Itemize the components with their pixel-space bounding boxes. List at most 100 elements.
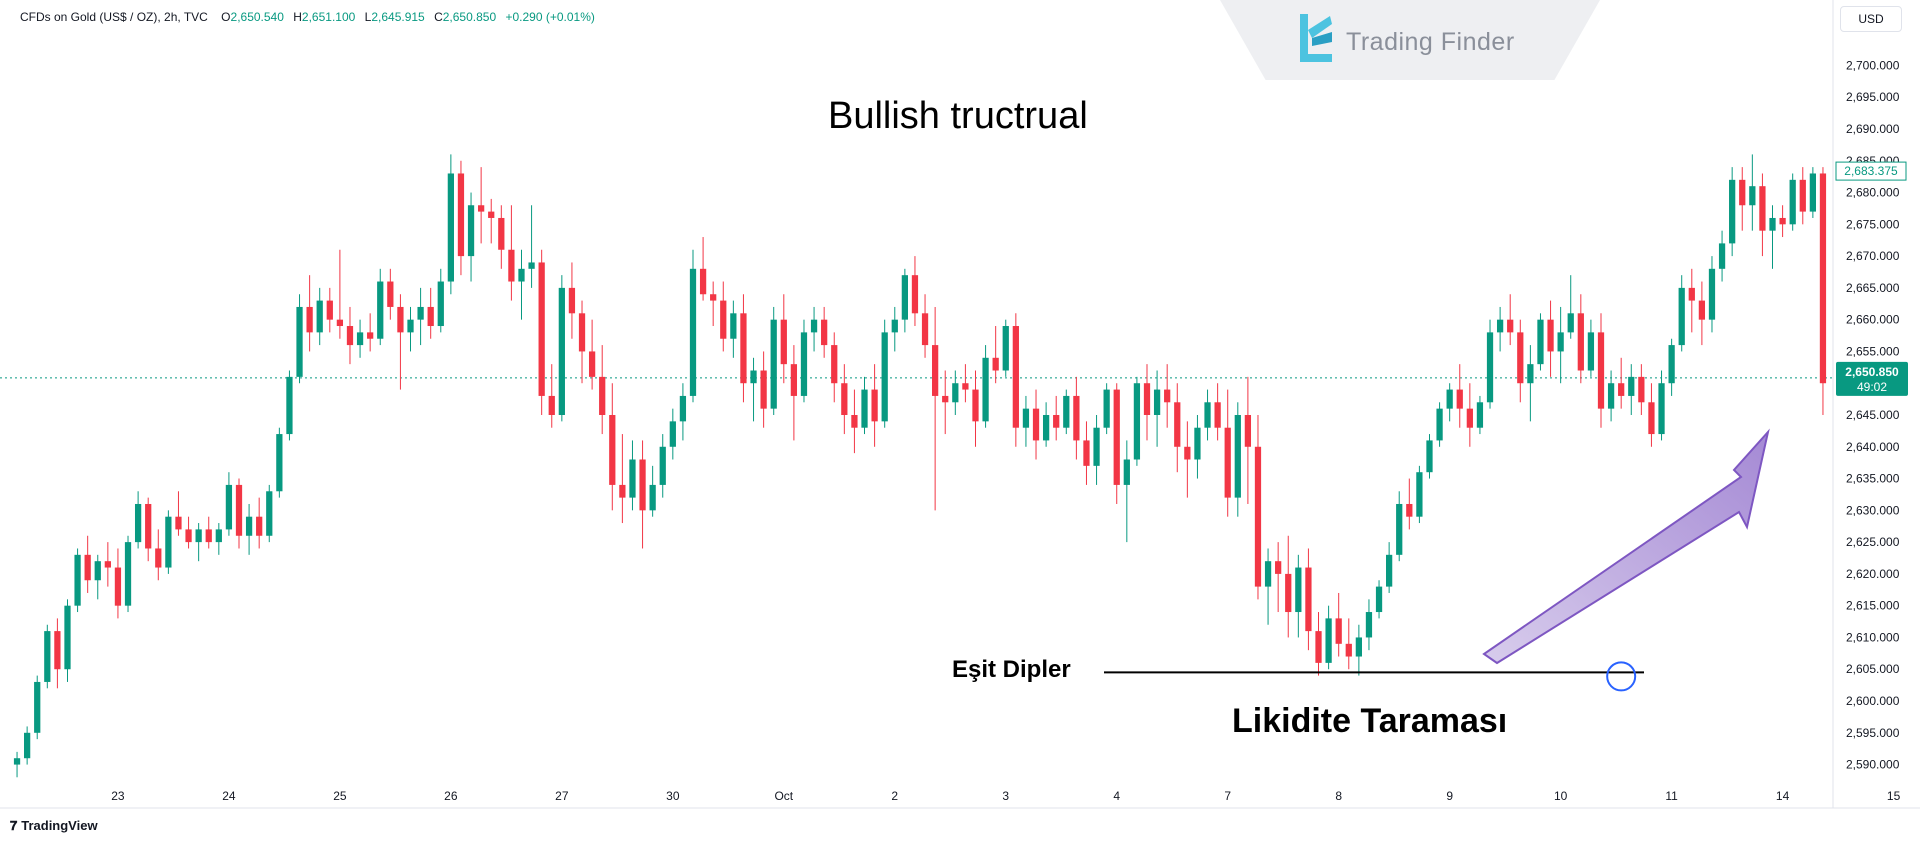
candles-group (13, 154, 1827, 778)
price-tick-label: 2,655.000 (1846, 344, 1900, 358)
time-tick-label: 4 (1113, 789, 1120, 803)
price-tick-label: 2,595.000 (1846, 726, 1900, 740)
candle (1406, 478, 1413, 530)
candle-body (831, 345, 838, 384)
trading-finder-logo-icon (1300, 14, 1332, 62)
candle (1628, 364, 1635, 415)
candle (538, 249, 545, 415)
candle-body (1789, 179, 1796, 225)
candle (881, 319, 888, 428)
candle (1779, 205, 1786, 238)
price-tick-label: 2,695.000 (1846, 90, 1900, 104)
liquidity-sweep-label[interactable]: Likidite Taraması (1232, 702, 1507, 740)
candle (932, 306, 939, 511)
candle (750, 357, 757, 422)
candle (1799, 167, 1806, 225)
candle-body (720, 300, 727, 339)
candle (316, 287, 323, 346)
candle (508, 205, 515, 301)
candle-body (770, 319, 777, 409)
candle (1012, 313, 1019, 447)
ohlc-legend[interactable]: CFDs on Gold (US$ / OZ), 2h, TVC O2,650.… (20, 10, 601, 24)
candle-body (124, 542, 132, 606)
candle-body (356, 332, 364, 346)
candle-body (1597, 332, 1605, 409)
annotations-group: Bullish tructrual Eşit Dipler Likidite T… (828, 95, 1770, 740)
candle (1809, 167, 1816, 218)
candle (1759, 173, 1766, 257)
candle-body (982, 357, 989, 422)
candle-body (1819, 173, 1827, 384)
candle-body (1164, 389, 1171, 403)
candle-body (578, 313, 586, 352)
candle-body (962, 383, 969, 390)
candle (1456, 364, 1463, 428)
candle (336, 249, 344, 339)
candle (1164, 364, 1171, 428)
candle-body (1133, 383, 1141, 460)
candle (730, 300, 737, 358)
candle (1466, 383, 1473, 447)
candle-body (942, 395, 949, 403)
candle-body (699, 268, 707, 295)
brand-name: Trading Finder (1346, 28, 1515, 56)
candle-body (64, 605, 71, 670)
candle (356, 319, 364, 358)
ohlc-high-value: 2,651.100 (301, 10, 356, 24)
candle-body (1668, 345, 1675, 384)
time-axis[interactable]: 232425262730Oct234789101114151617 (111, 789, 1920, 803)
candle (1587, 319, 1595, 377)
candle (1153, 370, 1161, 447)
tradingview-footer[interactable]: 𝟕 TradingView (10, 818, 98, 834)
candle (407, 306, 414, 352)
candle-body (1204, 402, 1211, 428)
candle-body (346, 326, 354, 346)
tradingview-logo-icon: 𝟕 (10, 818, 18, 833)
candle-body (1779, 217, 1786, 225)
candle-body (225, 484, 233, 530)
price-tick-label: 2,660.000 (1846, 313, 1900, 327)
candle (1678, 275, 1685, 352)
liquidity-sweep-circle[interactable] (1606, 661, 1637, 692)
candle (740, 294, 747, 403)
symbol-title[interactable]: CFDs on Gold (US$ / OZ), 2h, TVC (20, 10, 208, 24)
price-tick-label: 2,680.000 (1846, 186, 1900, 200)
candle (831, 332, 838, 403)
candle (821, 306, 828, 358)
candle (145, 497, 152, 562)
candle (256, 497, 263, 549)
candle-body (245, 516, 253, 536)
candle-body (952, 383, 959, 403)
candle-body (1466, 408, 1473, 428)
bullish-arrow-icon[interactable] (1482, 428, 1770, 665)
candle-body (256, 516, 263, 536)
candle-body (24, 732, 31, 759)
countdown-tag: 49:02 (1857, 380, 1887, 394)
candle (1093, 415, 1100, 485)
candle-body (891, 319, 898, 333)
candle-body (488, 211, 495, 218)
candle (639, 440, 646, 549)
candle (437, 268, 444, 333)
candle-body (1143, 383, 1151, 415)
chart-title-annotation[interactable]: Bullish tructrual (828, 95, 1088, 137)
candle (478, 167, 485, 244)
candle (1113, 383, 1120, 504)
equal-lows-label[interactable]: Eşit Dipler (952, 656, 1071, 683)
candle (901, 268, 908, 333)
candle (871, 364, 878, 447)
candle (800, 319, 808, 403)
candle (1507, 294, 1514, 346)
candle-body (266, 491, 273, 536)
candle (296, 294, 303, 384)
time-tick-label: 25 (333, 789, 347, 803)
candle-body (1123, 459, 1130, 485)
candle-body (1063, 395, 1070, 428)
candle-body (911, 275, 919, 314)
candle (518, 249, 525, 320)
candle (1769, 205, 1776, 269)
currency-button[interactable]: USD (1840, 6, 1902, 32)
candle (13, 751, 21, 778)
